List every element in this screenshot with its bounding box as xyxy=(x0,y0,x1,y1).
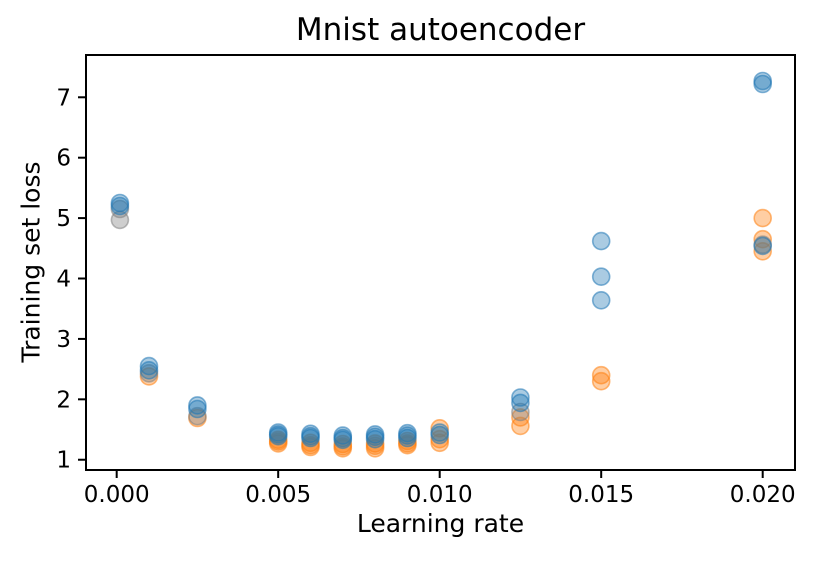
data-point-blue-run xyxy=(333,430,353,450)
data-point-orange-run xyxy=(753,242,773,261)
data-point-blue-run xyxy=(753,74,773,94)
data-point-blue-run xyxy=(591,267,611,287)
y-tick-label: 2 xyxy=(56,387,71,413)
data-point-blue-run xyxy=(591,231,611,251)
data-point-orange-run xyxy=(591,365,611,385)
x-tick-label: 0.000 xyxy=(84,482,150,508)
data-point-blue-run xyxy=(268,426,288,446)
axes-frame xyxy=(85,54,796,471)
y-tick-label: 3 xyxy=(56,327,71,353)
data-point-blue-run xyxy=(591,290,611,310)
data-point-blue-run xyxy=(753,236,773,256)
x-tick-label: 0.010 xyxy=(407,482,473,508)
data-point-blue-run xyxy=(511,393,530,413)
data-point-blue-run xyxy=(188,399,207,419)
data-point-blue-run xyxy=(139,356,159,376)
chart-title: Mnist autoencoder xyxy=(295,12,586,48)
y-tick-label: 5 xyxy=(56,206,71,232)
y-tick-label: 6 xyxy=(56,146,71,172)
y-axis-label: Training set loss xyxy=(16,161,46,363)
data-point-blue-run xyxy=(365,429,385,449)
y-tick-label: 1 xyxy=(56,448,71,474)
data-point-blue-run xyxy=(398,428,417,448)
x-tick-label: 0.015 xyxy=(568,482,634,508)
x-tick-label: 0.005 xyxy=(245,482,311,508)
data-point-orange-run xyxy=(511,416,530,436)
data-point-orange-run xyxy=(753,208,773,228)
data-point-orange-run xyxy=(591,371,611,391)
y-tick-label: 7 xyxy=(56,85,71,111)
data-point-blue-run xyxy=(511,388,530,407)
data-point-blue-run xyxy=(110,196,130,216)
data-point-blue-run xyxy=(430,425,450,445)
y-tick-label: 4 xyxy=(56,267,71,293)
x-tick-label: 0.020 xyxy=(730,482,796,508)
data-point-blue-run xyxy=(139,360,159,380)
x-axis-label: Learning rate xyxy=(356,509,525,538)
data-point-blue-run xyxy=(301,428,320,448)
